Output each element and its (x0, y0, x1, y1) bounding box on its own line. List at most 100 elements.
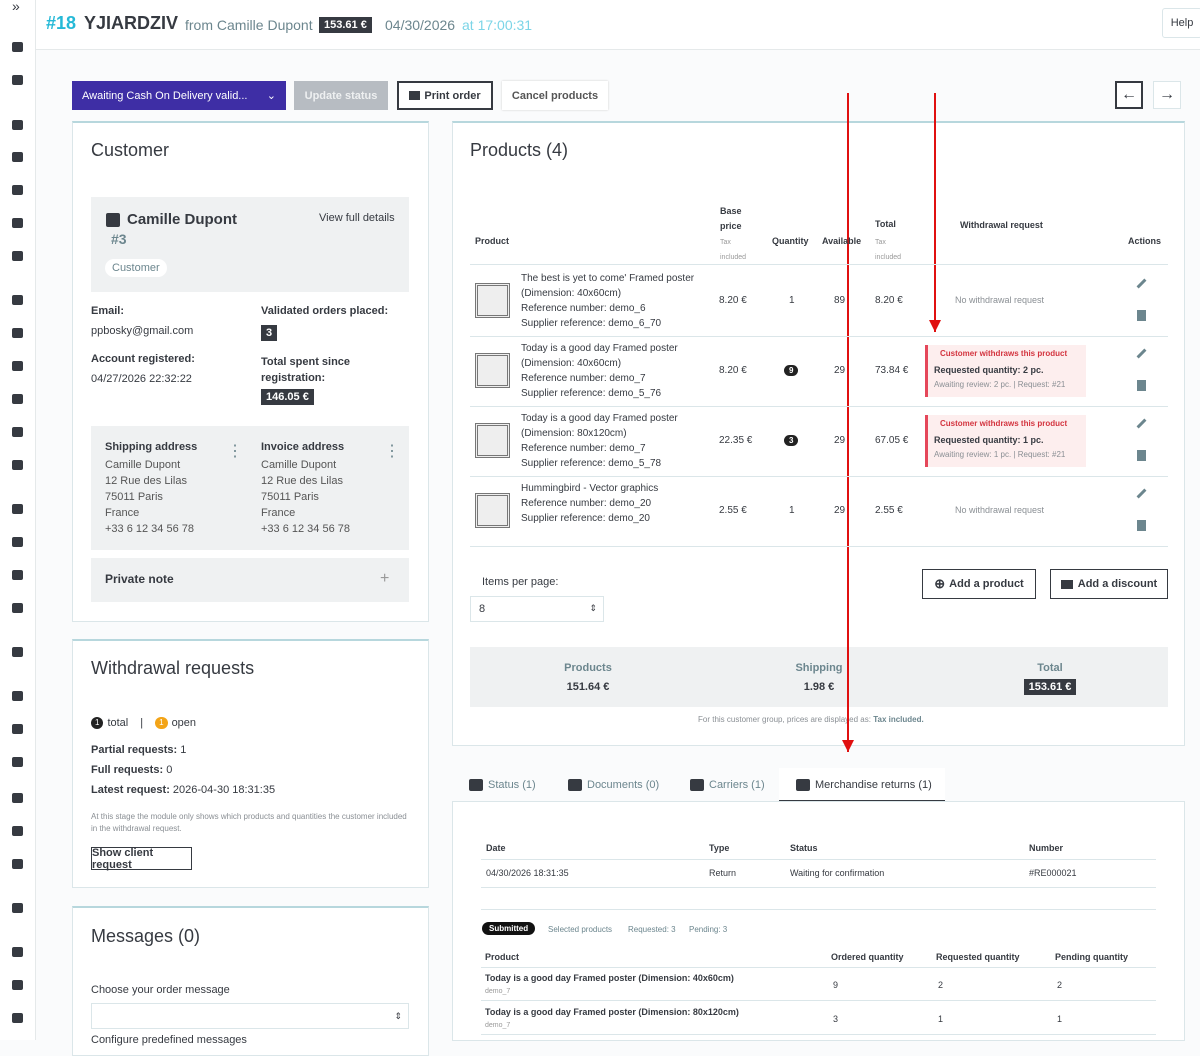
add-note-icon[interactable]: + (380, 570, 390, 587)
nav-icon[interactable] (12, 647, 23, 657)
product-detail: Reference number: demo_7 (521, 373, 646, 384)
email: ppbosky@gmail.com (91, 325, 194, 337)
nav-icon[interactable] (12, 394, 23, 404)
update-status-button[interactable]: Update status (294, 81, 388, 110)
print-order-button[interactable]: Print order (397, 81, 493, 110)
withdrawal-box (925, 345, 1086, 397)
product-detail: Today is a good day Framed poster (521, 413, 678, 424)
nav-icon[interactable] (12, 218, 23, 228)
product-image (475, 353, 510, 388)
invoice-menu[interactable]: ⋮ (384, 443, 400, 460)
cancel-products-button[interactable]: Cancel products (502, 81, 608, 110)
nav-icon[interactable] (12, 361, 23, 371)
prev-order-button[interactable]: ← (1115, 81, 1143, 109)
shipping-menu[interactable]: ⋮ (227, 443, 243, 460)
withdrawal-status: No withdrawal request (955, 295, 1045, 305)
total: 67.05 € (875, 435, 909, 446)
nav-icon[interactable] (12, 152, 23, 162)
order-from: from Camille Dupont (185, 17, 313, 33)
product-image (475, 493, 510, 528)
total-label: total (107, 717, 129, 729)
row-divider (481, 887, 1156, 888)
withdrawal-status: No withdrawal request (955, 505, 1045, 515)
show-request-button[interactable]: Show client request (91, 847, 192, 871)
summary-amount: 151.64 € (566, 681, 610, 693)
latest-value: 2026-04-30 18:31:35 (172, 784, 276, 796)
nav-icon[interactable] (12, 859, 23, 869)
total-count: 1 (91, 717, 104, 729)
nav-icon[interactable] (12, 295, 23, 305)
returns-header: Type (709, 843, 730, 853)
tab[interactable]: Merchandise returns (1) (815, 779, 932, 791)
help-button[interactable]: Help (1162, 8, 1200, 38)
delete-icon[interactable] (1137, 380, 1146, 391)
delete-icon[interactable] (1137, 520, 1146, 531)
nav-icon[interactable] (12, 504, 23, 514)
nav-icon[interactable] (12, 603, 23, 613)
view-details-link[interactable]: View full details (319, 212, 395, 224)
nav-icon[interactable] (12, 328, 23, 338)
print-icon (409, 91, 421, 100)
nav-icon[interactable] (12, 1013, 23, 1023)
nav-icon[interactable] (12, 691, 23, 701)
tab[interactable]: Documents (0) (587, 779, 660, 791)
returns-cell: #RE000021 (1029, 868, 1077, 878)
status-select[interactable]: Awaiting Cash On Delivery valid... ⌄ (72, 81, 286, 110)
total: 8.20 € (875, 295, 903, 306)
returns-cell: Waiting for confirmation (790, 868, 885, 878)
nav-icon[interactable] (12, 980, 23, 990)
tab[interactable]: Status (1) (488, 779, 536, 791)
full-row: Full requests: 0 (91, 764, 172, 776)
withdrawal-box (925, 415, 1086, 467)
return-summary: Requested: 3 (628, 925, 676, 934)
delete-icon[interactable] (1137, 450, 1146, 461)
returns-header: Date (486, 843, 506, 853)
delete-icon[interactable] (1137, 310, 1146, 321)
customer-title: Customer (91, 140, 170, 160)
add-discount-button[interactable]: Add a discount (1050, 569, 1168, 599)
nav-icon[interactable] (12, 427, 23, 437)
shipping-title: Shipping address (105, 441, 198, 453)
nav-icon[interactable] (12, 570, 23, 580)
nav-icon[interactable] (12, 120, 23, 130)
customer-icon (106, 213, 120, 227)
invoice-line: France (261, 507, 296, 519)
configure-link[interactable]: Configure predefined messages (91, 1034, 247, 1046)
nav-icon[interactable] (12, 185, 23, 195)
ticket-icon (1060, 579, 1073, 589)
tab-icon (469, 779, 483, 791)
order-total: 153.61 € (319, 17, 372, 33)
nav-icon[interactable] (12, 75, 23, 85)
withdrawal-requested: Requested quantity: 2 pc. (934, 365, 1044, 375)
nav-icon[interactable] (12, 947, 23, 957)
items-per-page-label: Items per page: (482, 576, 559, 588)
nav-icon[interactable] (12, 757, 23, 767)
add-product-button[interactable]: ⊕ Add a product (922, 569, 1036, 599)
sidebar-toggle[interactable]: » (12, 0, 20, 14)
open-label: open (171, 717, 197, 729)
nav-icon[interactable] (12, 826, 23, 836)
withdrawal-detail: Awaiting review: 1 pc. | Request: #21 (934, 450, 1066, 459)
product-detail: (Dimension: 40x60cm) (521, 358, 622, 369)
nav-icon[interactable] (12, 251, 23, 261)
nav-icon[interactable] (12, 537, 23, 547)
product-detail: Reference number: demo_6 (521, 303, 646, 314)
row-divider (481, 859, 1156, 860)
items-per-page-select[interactable]: 8 ⇕ (470, 596, 604, 622)
nav-icon[interactable] (12, 42, 23, 52)
products-title: Products (4) (470, 140, 569, 160)
nav-icon[interactable] (12, 724, 23, 734)
message-select[interactable]: ⇕ (91, 1003, 409, 1029)
product-detail: Supplier reference: demo_20 (521, 513, 650, 524)
column-header: Total (875, 219, 896, 229)
row-divider (481, 909, 1156, 910)
items-per-page-value: 8 (479, 603, 486, 615)
return-product-header: Product (485, 952, 520, 962)
nav-icon[interactable] (12, 460, 23, 470)
tab[interactable]: Carriers (1) (709, 779, 765, 791)
product-image (475, 423, 510, 458)
orders-label: Validated orders placed: (261, 305, 389, 317)
nav-icon[interactable] (12, 903, 23, 913)
next-order-button[interactable]: → (1153, 81, 1181, 109)
nav-icon[interactable] (12, 793, 23, 803)
